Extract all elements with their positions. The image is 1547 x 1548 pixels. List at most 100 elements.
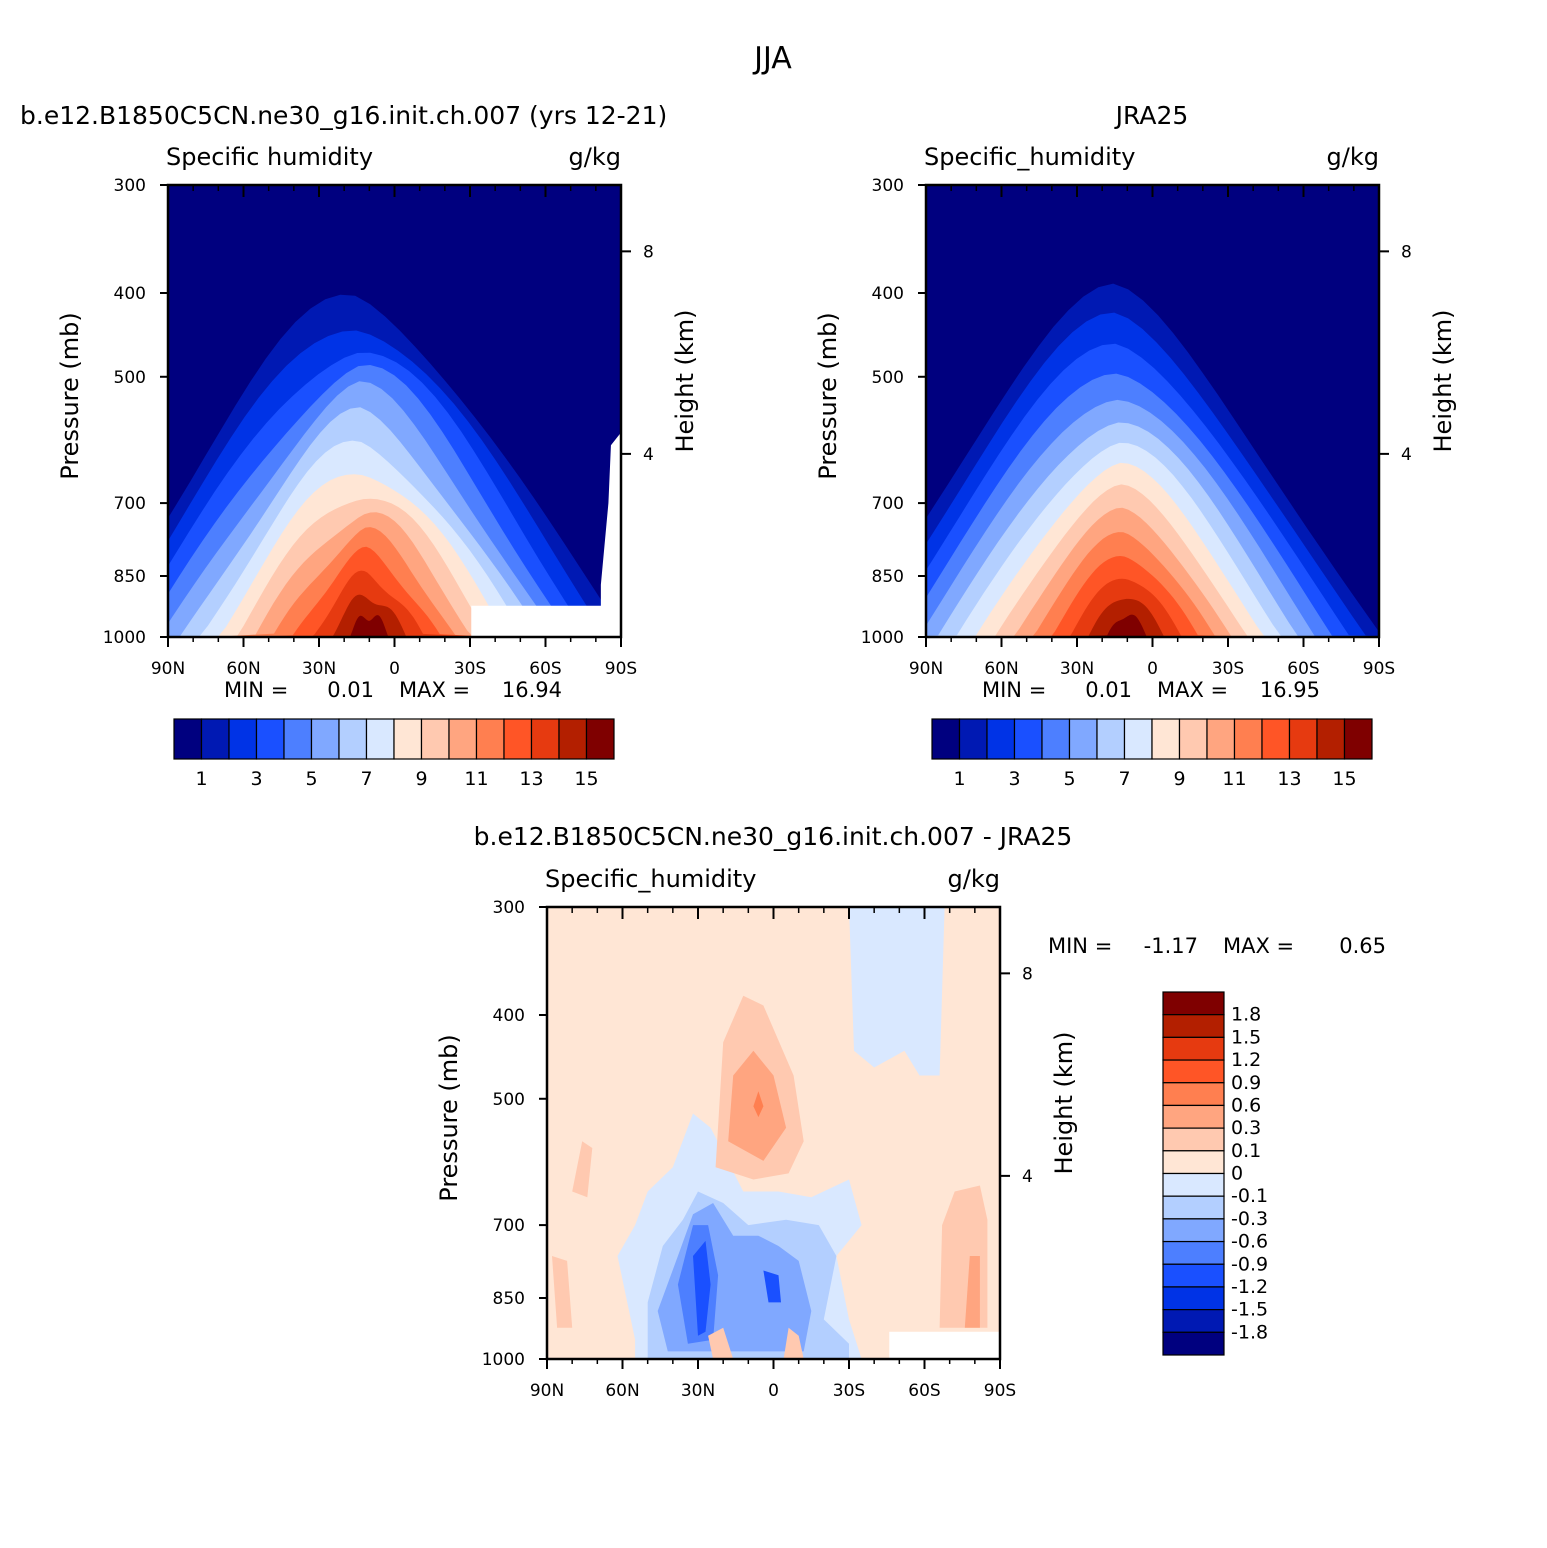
model-max-value: 16.94: [502, 678, 562, 702]
diff-colorbar-label: -0.6: [1231, 1231, 1268, 1253]
model-xtick-label: 90N: [151, 659, 185, 679]
model-ytick-label: 300: [114, 176, 146, 196]
model-xtick-label: 60N: [226, 659, 260, 679]
obs-ytick-label: 300: [872, 176, 904, 196]
obs-colorbar-label: 5: [1063, 768, 1075, 790]
diff-contour-level: [849, 907, 945, 1076]
model-missing-data-mask: [471, 432, 621, 637]
diff-field-label: Specific_humidity: [545, 865, 756, 893]
obs-ylabel: Pressure (mb): [814, 312, 842, 479]
diff-colorbar-label: 1.2: [1231, 1049, 1261, 1071]
diff-yright-tick-label: 4: [1022, 1167, 1033, 1187]
model-colorbar-swatch: [530, 718, 560, 760]
obs-xtick-label: 90S: [1363, 659, 1395, 679]
model-colorbar-swatch: [310, 718, 340, 760]
model-ytick-label: 850: [114, 567, 146, 587]
diff-max-label: MAX =: [1223, 934, 1294, 958]
model-colorbar-swatch: [503, 718, 533, 760]
model-min-label: MIN =: [224, 678, 288, 702]
obs-yright-tick-label: 8: [1401, 242, 1412, 262]
obs-ytick-label: 850: [872, 567, 904, 587]
diff-contour-level: [964, 1256, 980, 1328]
obs-colorbar-swatch: [931, 718, 961, 760]
diff-colorbar-swatch: [1162, 1036, 1225, 1061]
obs-min-label: MIN =: [982, 678, 1046, 702]
obs-colorbar-swatch: [1068, 718, 1098, 760]
diff-colorbar-swatch: [1162, 1309, 1225, 1333]
diff-missing-data-mask: [889, 1331, 1000, 1359]
diff-colorbar-label: 1.8: [1231, 1004, 1261, 1026]
model-colorbar-swatch: [475, 718, 505, 760]
model-colorbar-label: 9: [415, 768, 427, 790]
model-colorbar-swatch: [448, 718, 478, 760]
panel-obs: Specific_humidity g/kg3004005007008501000…: [814, 143, 1457, 790]
obs-colorbar-label: 9: [1173, 768, 1185, 790]
diff-contour-level: [572, 1141, 593, 1198]
obs-xtick-label: 0: [1147, 659, 1158, 679]
diff-ylabel: Pressure (mb): [435, 1034, 463, 1201]
diff-contour-level: [552, 1256, 573, 1328]
main-title: JJA: [752, 41, 792, 76]
diff-ytick-label: 1000: [482, 1350, 525, 1370]
diff-contour-level: [708, 1327, 734, 1359]
obs-colorbar-swatch: [1013, 718, 1043, 760]
model-xtick-label: 60S: [529, 659, 561, 679]
diff-min-label: MIN =: [1048, 934, 1112, 958]
panel-diff: Specific_humidity g/kg3004005007008501000…: [435, 865, 1386, 1401]
diff-colorbar-label: 0.1: [1231, 1140, 1261, 1162]
obs-max-value: 16.95: [1260, 678, 1320, 702]
diff-colorbar-label: -0.9: [1231, 1253, 1268, 1275]
diff-units: g/kg: [948, 865, 1000, 893]
diff-xtick-label: 30S: [833, 1381, 865, 1401]
diff-contour-level: [693, 1240, 711, 1336]
diff-colorbar-swatch: [1162, 1331, 1225, 1356]
diff-ytick-label: 700: [493, 1216, 525, 1236]
model-colorbar-swatch: [420, 718, 450, 760]
diff-xtick-label: 0: [768, 1381, 779, 1401]
diff-xtick-label: 60N: [605, 1381, 639, 1401]
model-ylabel-right: Height (km): [671, 310, 699, 453]
model-colorbar-swatch: [283, 718, 313, 760]
diff-colorbar-swatch: [1162, 1127, 1225, 1152]
obs-yright-tick-label: 4: [1401, 445, 1412, 465]
diff-colorbar-swatch: [1162, 1082, 1225, 1107]
obs-colorbar-label: 11: [1222, 768, 1246, 790]
model-contour-level: [349, 615, 390, 637]
model-xtick-label: 90S: [605, 659, 637, 679]
obs-contour-level: [1068, 614, 1148, 637]
obs-contour-level: [1069, 598, 1168, 637]
diff-contour-level: [753, 1091, 764, 1118]
diff-colorbar-swatch: [1162, 1014, 1225, 1038]
obs-ytick-label: 1000: [861, 628, 904, 648]
diff-colorbar-swatch: [1162, 1150, 1225, 1175]
model-ylabel: Pressure (mb): [56, 312, 84, 479]
model-ytick-label: 500: [114, 368, 146, 388]
diff-ytick-label: 850: [493, 1289, 525, 1309]
model-yright-tick-label: 4: [643, 445, 654, 465]
diff-max-value: 0.65: [1339, 934, 1386, 958]
obs-colorbar-label: 3: [1008, 768, 1020, 790]
obs-colorbar-swatch: [958, 718, 988, 760]
diff-colorbar-swatch: [1162, 1059, 1225, 1084]
obs-xtick-label: 30S: [1212, 659, 1244, 679]
diff-yright-tick-label: 8: [1022, 964, 1033, 984]
panel-a-title: b.e12.B1850C5CN.ne30_g16.init.ch.007 (yr…: [20, 101, 667, 130]
panel-b-title: JRA25: [1114, 101, 1189, 130]
obs-colorbar-swatch: [1261, 718, 1291, 760]
model-xtick-label: 30N: [302, 659, 336, 679]
diff-colorbar-label: -0.1: [1231, 1185, 1268, 1207]
obs-ytick-label: 700: [872, 494, 904, 514]
model-colorbar-swatch: [228, 718, 258, 760]
obs-colorbar-label: 1: [953, 768, 965, 790]
obs-colorbar-label: 15: [1332, 768, 1356, 790]
obs-ylabel-right: Height (km): [1429, 310, 1457, 453]
model-colorbar-swatch: [365, 718, 395, 760]
obs-max-label: MAX =: [1157, 678, 1228, 702]
obs-colorbar-swatch: [1151, 718, 1181, 760]
diff-colorbar-label: 0.3: [1231, 1117, 1261, 1139]
diff-colorbar-label: -0.3: [1231, 1208, 1268, 1230]
obs-colorbar-swatch: [1123, 718, 1153, 760]
diff-ylabel-right: Height (km): [1050, 1032, 1078, 1175]
obs-ytick-label: 500: [872, 368, 904, 388]
